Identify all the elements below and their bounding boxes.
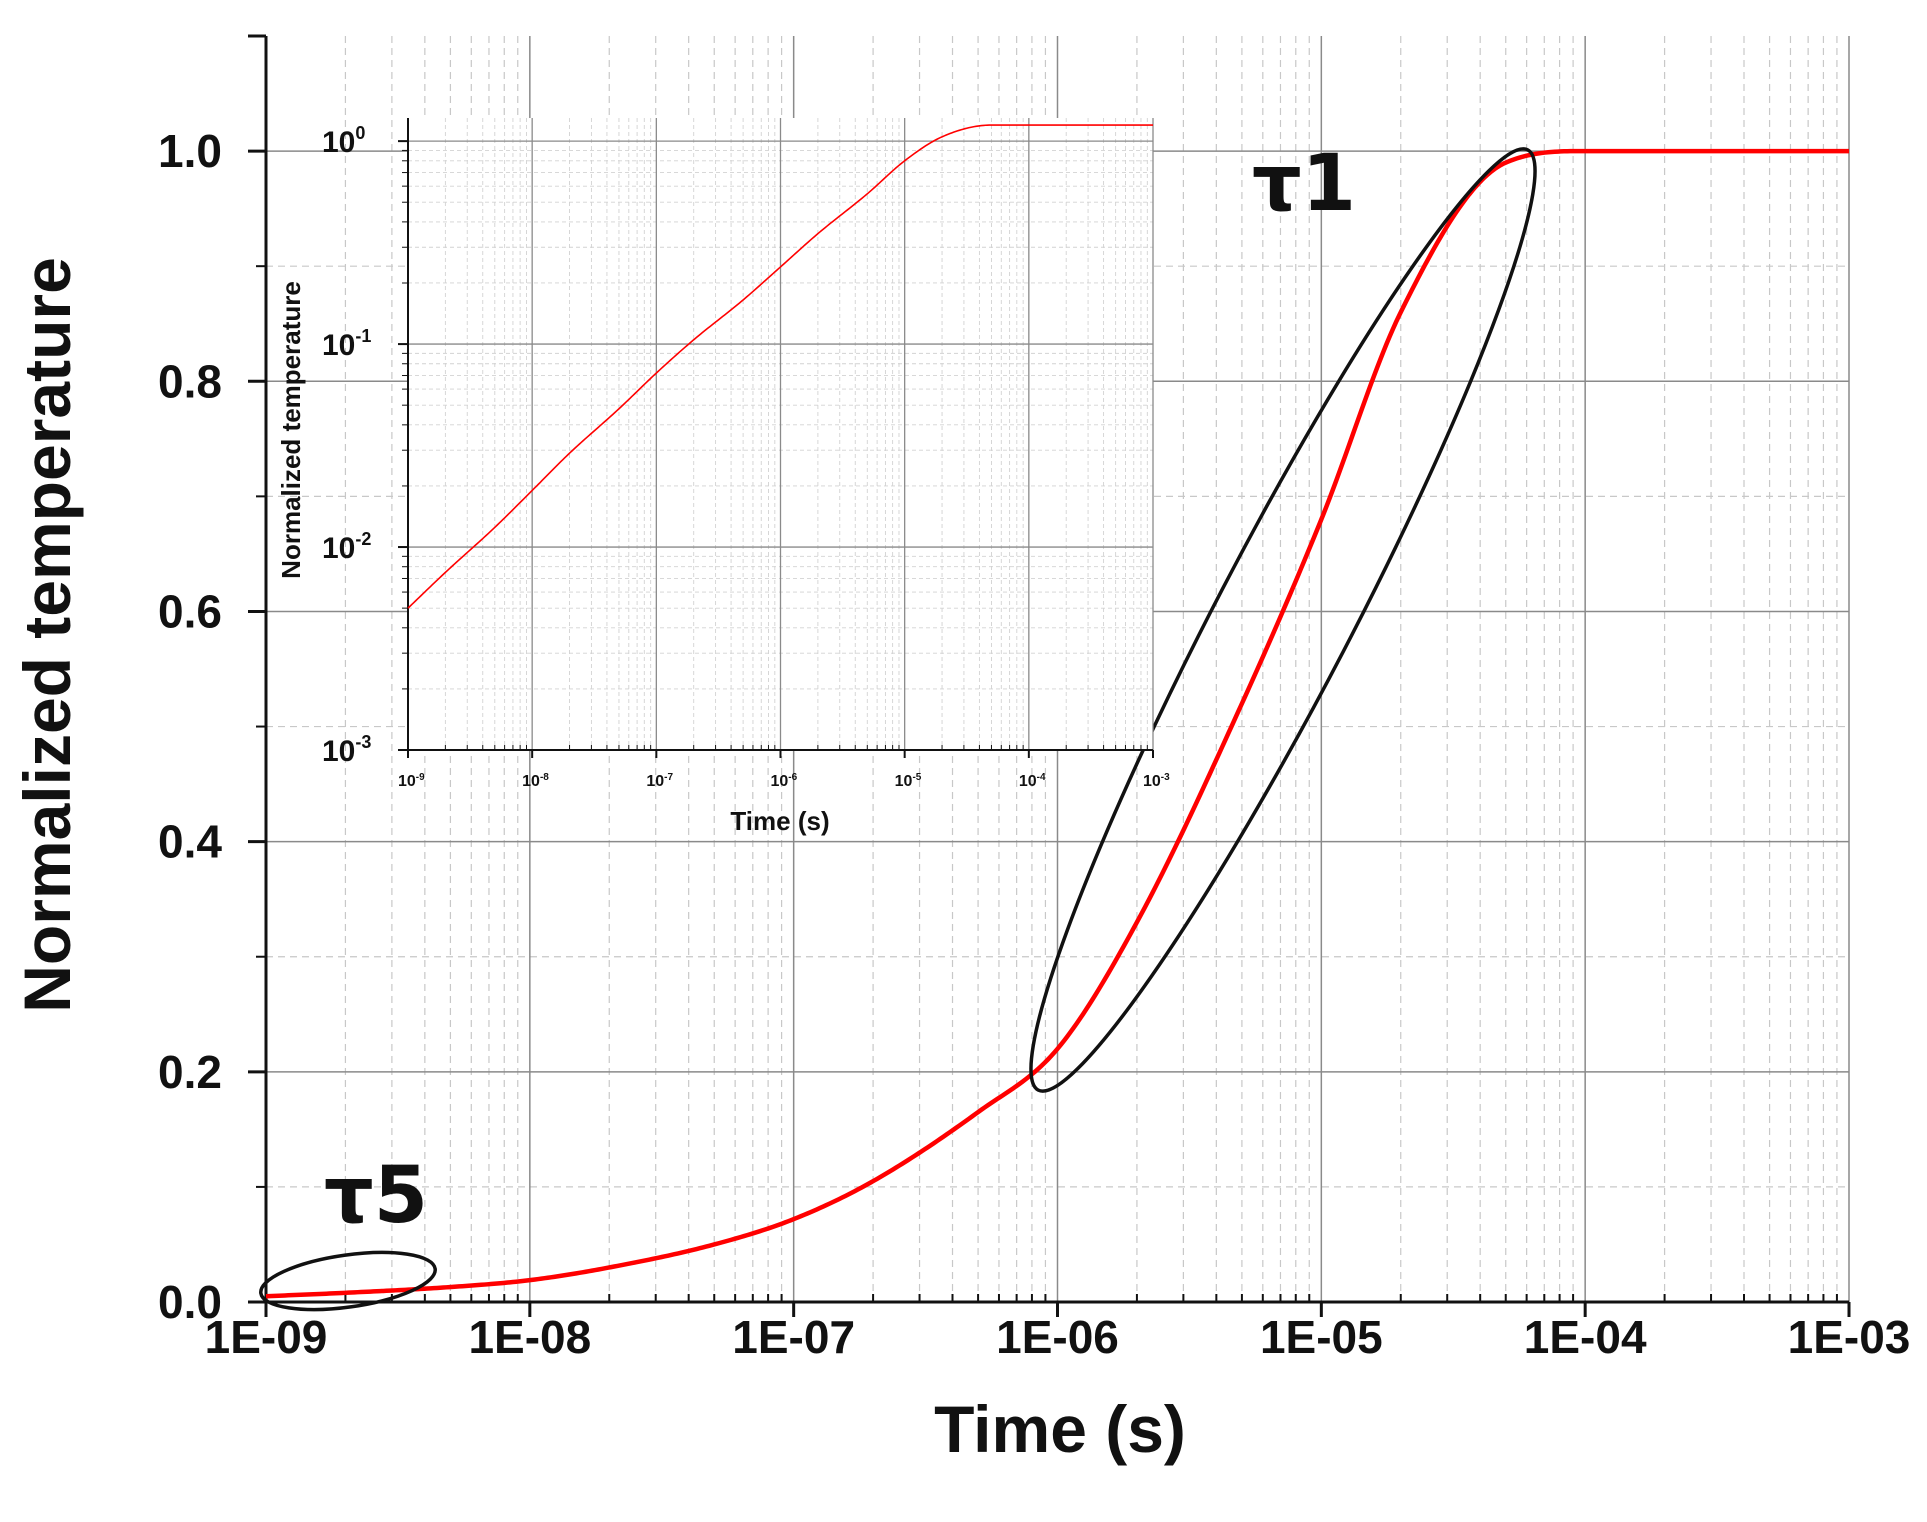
- main-series-line: [265, 148, 1849, 1299]
- main-y-axis-title: Normalized temperature: [10, 257, 84, 1013]
- main-x-tick-label: 1E-09: [205, 1311, 328, 1363]
- inset-y-tick-labels: 10-3 10-2 10-1 100: [322, 123, 371, 768]
- main-y-tick-label: 0.6: [158, 585, 222, 637]
- inset-x-tick-label: 10-9: [398, 772, 425, 790]
- inset-y-tick-label: 100: [322, 123, 365, 159]
- inset-x-tick-label: 10-4: [1019, 772, 1046, 790]
- tau5-label: τ5: [324, 1151, 428, 1241]
- main-x-tick-label: 1E-08: [468, 1311, 591, 1363]
- main-x-tick-label: 1E-05: [1260, 1311, 1383, 1363]
- tau1-label: τ1: [1252, 139, 1356, 229]
- inset-y-axis-title: Normalized temperature: [276, 281, 306, 579]
- inset-y-tick-label: 10-3: [322, 732, 371, 768]
- inset-x-tick-label: 10-8: [522, 772, 549, 790]
- main-y-tick-label: 0.2: [158, 1046, 222, 1098]
- main-y-tick-label: 1.0: [158, 125, 222, 177]
- inset-x-axis-title: Time (s): [730, 806, 829, 836]
- inset-series-line: [407, 124, 1153, 609]
- tau5-ellipse: [259, 1250, 437, 1312]
- main-y-tick-label: 0.4: [158, 816, 222, 868]
- main-x-tick-labels: 1E-09 1E-08 1E-07 1E-06 1E-05 1E-04 1E-03: [205, 1311, 1911, 1363]
- main-ticks: [248, 34, 1851, 1317]
- inset-x-tick-label: 10-3: [1143, 772, 1170, 790]
- main-x-tick-label: 1E-03: [1788, 1311, 1911, 1363]
- inset-ticks: [398, 140, 1154, 758]
- inset-x-tick-label: 10-6: [771, 772, 798, 790]
- tau1-ellipse: [1029, 147, 1537, 1093]
- main-y-tick-label: 0.0: [158, 1276, 222, 1328]
- inset-x-tick-label: 10-5: [895, 772, 922, 790]
- inset-x-tick-labels: 10-9 10-8 10-7 10-6 10-5 10-4 10-3: [398, 772, 1170, 790]
- main-x-tick-label: 1E-06: [996, 1311, 1119, 1363]
- inset-x-tick-label: 10-7: [646, 772, 673, 790]
- inset-y-tick-label: 10-1: [322, 326, 371, 362]
- main-y-tick-labels: 0.0 0.2 0.4 0.6 0.8 1.0: [158, 125, 222, 1328]
- inset-grid: [408, 118, 1154, 750]
- main-x-tick-label: 1E-04: [1524, 1311, 1647, 1363]
- inset-y-tick-label: 10-2: [322, 529, 371, 565]
- main-x-tick-label: 1E-07: [732, 1311, 855, 1363]
- main-y-tick-label: 0.8: [158, 355, 222, 407]
- inset-chart: 10-3 10-2 10-1 100 10-9 10-8 10-7 10-6 10-5 10-4…: [276, 118, 1170, 836]
- main-x-axis-title: Time (s): [934, 1392, 1186, 1466]
